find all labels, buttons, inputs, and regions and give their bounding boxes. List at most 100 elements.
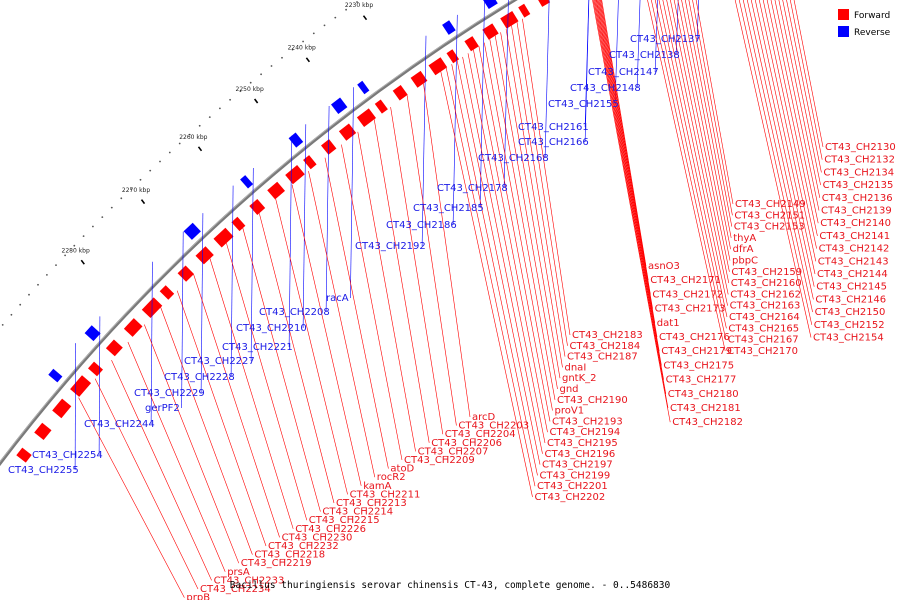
reference-dot xyxy=(198,124,201,127)
reference-dot xyxy=(302,40,304,43)
leader-line xyxy=(341,144,403,461)
forward-gene-label: CT43_CH2218 xyxy=(254,550,325,561)
reference-dot xyxy=(249,81,252,84)
reference-dot xyxy=(208,116,211,118)
leader-line xyxy=(782,0,821,186)
legend-reverse-swatch xyxy=(838,26,849,37)
leader-line xyxy=(423,83,471,418)
reverse-gene xyxy=(48,368,63,383)
reverse-gene-label: CT43_CH2221 xyxy=(222,342,293,353)
reference-dot xyxy=(55,264,57,266)
gene-features xyxy=(16,0,551,463)
forward-gene-label: prpB xyxy=(186,593,210,600)
forward-gene-label: CT43_CH2219 xyxy=(241,558,312,569)
leader-line xyxy=(484,42,553,411)
forward-gene-label: CT43_CH2230 xyxy=(282,532,353,543)
leader-line xyxy=(599,0,651,295)
forward-gene-label: proV1 xyxy=(555,406,585,417)
reference-dot xyxy=(323,24,326,27)
leader-line xyxy=(651,0,727,340)
tick-mark xyxy=(197,146,203,152)
forward-gene xyxy=(482,23,499,40)
leader-line xyxy=(494,35,558,390)
reverse-gene-label: CT43_CH2147 xyxy=(588,67,659,78)
forward-gene-label: CT43_CH2176 xyxy=(659,332,730,343)
backbone-line xyxy=(0,0,519,467)
forward-gene xyxy=(410,70,428,88)
forward-gene-label: CT43_CH2179 xyxy=(661,346,732,357)
leader-line xyxy=(200,213,204,394)
leader-line xyxy=(754,0,816,275)
forward-gene-label: CT43_CH2141 xyxy=(819,231,890,242)
forward-gene-label: CT43_CH2202 xyxy=(535,492,606,503)
forward-gene-label: CT43_CH2162 xyxy=(730,289,801,300)
forward-gene-label: CT43_CH2149 xyxy=(735,199,806,210)
leader-line xyxy=(127,341,226,572)
leader-line xyxy=(242,227,321,512)
leader-line xyxy=(786,0,822,173)
reference-dot xyxy=(291,48,294,51)
forward-gene xyxy=(249,199,266,215)
tick-mark xyxy=(80,259,85,265)
leader-line xyxy=(597,0,658,338)
tick-label: 2260 kbp xyxy=(179,134,207,141)
reverse-gene xyxy=(183,222,201,240)
leader-line xyxy=(762,0,817,249)
leader-line xyxy=(445,67,536,487)
forward-gene-label: rocR2 xyxy=(377,472,406,483)
leader-line xyxy=(670,0,730,284)
forward-gene-label: dfrA xyxy=(733,244,754,255)
leader-line xyxy=(373,119,430,443)
leader-line xyxy=(770,0,819,224)
forward-gene-label: CT43_CH2140 xyxy=(820,218,891,229)
forward-gene xyxy=(213,227,234,248)
leader-line xyxy=(230,185,234,378)
leader-line xyxy=(500,32,561,379)
leader-line xyxy=(193,274,280,538)
leader-line xyxy=(160,307,253,555)
reference-dot xyxy=(188,133,191,136)
leader-line xyxy=(325,105,330,313)
forward-gene-label: CT43_CH2232 xyxy=(268,541,339,552)
forward-gene xyxy=(285,165,305,185)
forward-gene-label: CT43_CH2153 xyxy=(734,222,805,233)
forward-gene-label: dat1 xyxy=(657,318,680,329)
forward-gene xyxy=(159,285,175,300)
forward-gene-label: CT43_CH2164 xyxy=(729,312,800,323)
leader-line xyxy=(467,53,546,444)
leader-line xyxy=(614,0,619,105)
reference-dot xyxy=(1,324,4,326)
forward-gene-label: CT43_CH2165 xyxy=(728,323,799,334)
leader-line xyxy=(592,0,671,423)
forward-gene xyxy=(105,339,123,357)
leader-line xyxy=(681,0,731,250)
reference-dot xyxy=(82,235,85,238)
forward-gene xyxy=(123,318,143,337)
reference-dot xyxy=(120,197,123,200)
reverse-gene-label: CT43_CH2228 xyxy=(164,372,235,383)
reverse-gene-label: CT43_CH2254 xyxy=(32,450,103,461)
reverse-gene-label: CT43_CH2208 xyxy=(259,307,330,318)
tick-mark xyxy=(362,15,368,21)
backbone-highlight xyxy=(0,0,514,463)
leader-line xyxy=(74,343,76,471)
reverse-gene xyxy=(84,325,101,342)
forward-gene-label: CT43_CH2152 xyxy=(814,320,885,331)
leader-line xyxy=(478,46,551,422)
leader-line xyxy=(111,359,212,581)
forward-gene xyxy=(52,398,72,419)
leader-line xyxy=(209,258,294,529)
reverse-gene-label: CT43_CH2137 xyxy=(630,34,701,45)
reference-dot xyxy=(219,107,221,110)
leader-line xyxy=(692,0,733,216)
forward-gene xyxy=(34,422,52,440)
forward-gene-label: CT43_CH2209 xyxy=(404,455,475,466)
forward-gene-label: CT43_CH2139 xyxy=(821,206,892,217)
reverse-gene-label: CT43_CH2186 xyxy=(386,220,457,231)
reference-dot xyxy=(19,303,22,306)
reference-dot xyxy=(239,90,242,93)
forward-gene xyxy=(464,36,479,52)
reference-dot xyxy=(168,151,171,154)
forward-gene-label: CT43_CH2159 xyxy=(731,267,802,278)
